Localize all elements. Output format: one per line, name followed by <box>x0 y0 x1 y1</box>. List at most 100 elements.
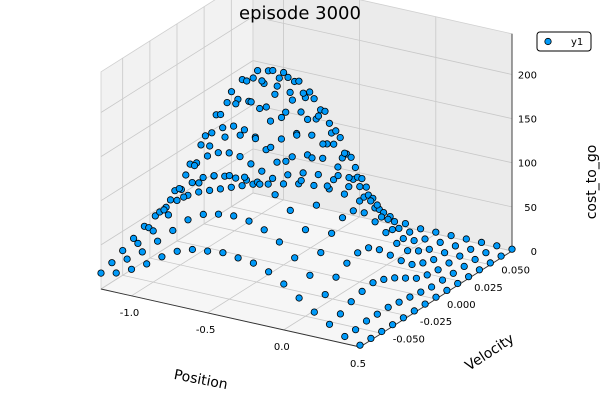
data-point <box>301 226 310 234</box>
data-point <box>271 191 279 199</box>
data-point <box>410 237 418 245</box>
data-point <box>291 254 299 262</box>
data-point <box>467 245 475 253</box>
data-point <box>243 77 251 85</box>
y-tick-label: 0.000 <box>447 300 476 311</box>
z-grid-line <box>100 60 513 157</box>
data-point <box>108 259 116 267</box>
data-point <box>279 180 288 188</box>
data-point <box>421 300 429 308</box>
data-point <box>486 259 494 267</box>
data-point <box>277 135 285 143</box>
data-point <box>306 271 314 279</box>
data-point <box>214 149 222 157</box>
data-point <box>399 235 407 243</box>
data-point <box>432 228 440 236</box>
data-point <box>410 307 418 315</box>
x-axis-label: Position <box>172 367 229 393</box>
chart-title: episode 3000 <box>239 3 361 24</box>
data-point <box>164 211 172 219</box>
data-point <box>401 274 410 282</box>
data-point <box>395 298 403 306</box>
data-point <box>143 260 151 268</box>
data-point <box>173 196 181 204</box>
data-point <box>264 180 272 188</box>
data-point <box>325 119 333 127</box>
data-point <box>182 171 190 179</box>
data-point <box>341 332 349 341</box>
data-point <box>423 271 431 279</box>
data-point <box>447 232 455 240</box>
data-point <box>264 268 273 276</box>
data-point <box>282 108 290 116</box>
data-point <box>310 308 318 316</box>
data-point <box>201 132 209 140</box>
data-point <box>336 310 344 318</box>
data-point <box>251 135 260 143</box>
data-point <box>295 77 303 85</box>
data-point <box>241 173 249 181</box>
data-point <box>321 290 329 299</box>
data-point <box>349 207 357 215</box>
tick-labels: -1.0 -0.5 0.0 0.5 -0.050 -0.025 0.000 0.025 0.05… <box>120 71 537 371</box>
data-point <box>286 88 294 97</box>
data-point <box>403 247 412 255</box>
z-tick-label: 150 <box>518 115 537 126</box>
data-point <box>312 201 320 209</box>
data-point <box>158 253 166 261</box>
data-point <box>260 226 268 234</box>
data-point <box>329 176 338 184</box>
data-point <box>195 179 203 187</box>
data-point <box>340 190 348 198</box>
data-point <box>97 269 105 277</box>
z-grid-line <box>100 192 513 290</box>
legend-box <box>536 31 592 52</box>
data-point <box>434 266 442 274</box>
data-point <box>130 234 138 242</box>
data-point <box>280 280 288 288</box>
data-point <box>123 255 131 263</box>
y-tick-label: -0.025 <box>420 317 452 328</box>
data-point <box>190 162 199 170</box>
x-tick-label: 0.0 <box>274 342 290 353</box>
data-point <box>308 131 316 139</box>
data-point <box>184 216 192 224</box>
data-point <box>351 163 359 172</box>
data-point <box>266 117 275 125</box>
data-point <box>360 209 368 217</box>
data-point <box>127 265 136 273</box>
data-point <box>227 88 236 96</box>
z-tick-label: 200 <box>518 71 537 82</box>
z-grid-line <box>100 16 513 113</box>
data-point <box>388 321 397 329</box>
data-point <box>275 238 283 246</box>
data-point <box>199 173 207 182</box>
data-point <box>219 249 227 257</box>
data-point <box>151 212 159 220</box>
data-point <box>325 320 334 328</box>
data-point <box>397 257 405 265</box>
data-point <box>327 229 336 237</box>
data-point <box>236 131 244 139</box>
data-point <box>217 110 225 119</box>
data-point <box>225 149 233 157</box>
data-point <box>382 229 390 237</box>
data-point <box>384 215 392 223</box>
data-point <box>166 196 175 204</box>
data-point <box>303 115 312 124</box>
data-point <box>247 98 255 106</box>
data-point <box>308 154 316 162</box>
data-point <box>497 252 505 260</box>
data-point <box>345 183 353 191</box>
data-point <box>230 122 238 130</box>
data-point <box>414 247 423 255</box>
data-point <box>440 249 449 257</box>
data-point <box>223 99 231 107</box>
data-point <box>369 279 377 287</box>
data-point <box>258 167 266 175</box>
data-point <box>297 177 305 185</box>
data-point <box>240 126 248 134</box>
data-point <box>367 334 375 342</box>
data-point <box>393 239 401 247</box>
